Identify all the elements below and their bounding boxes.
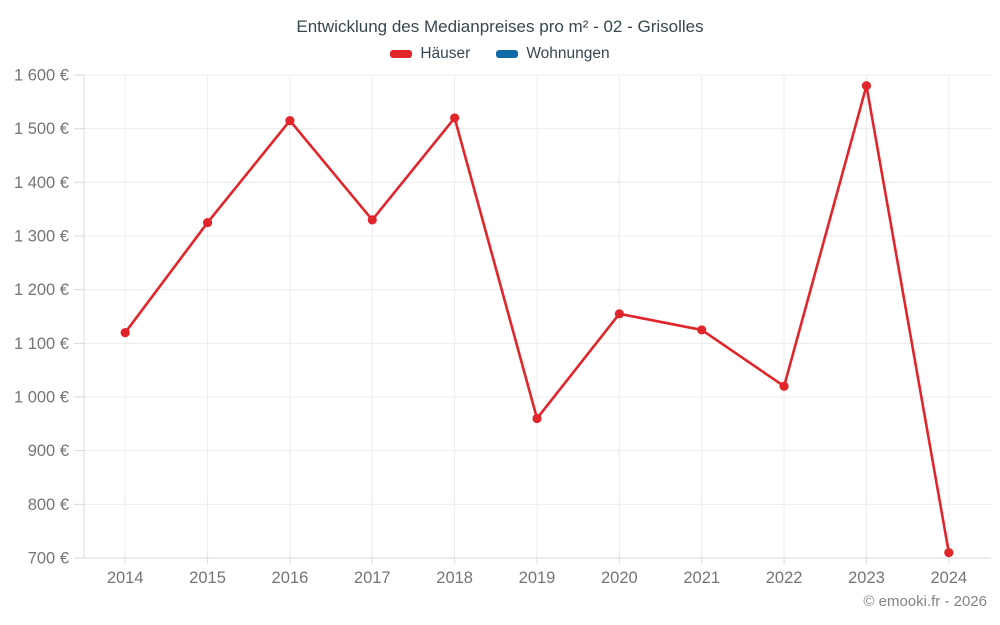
data-point-haeuser-2020[interactable] (614, 309, 624, 319)
chart-title: Entwicklung des Medianpreises pro m² - 0… (296, 17, 704, 36)
data-point-haeuser-2024[interactable] (944, 548, 954, 558)
y-axis-label-1600: 1 600 € (14, 67, 69, 85)
y-axis-label-1300: 1 300 € (14, 228, 69, 246)
x-axis-label-2021: 2021 (683, 569, 720, 587)
data-point-haeuser-2017[interactable] (367, 215, 377, 225)
legend-marker-haeuser-icon (390, 50, 413, 58)
y-axis-label-1400: 1 400 € (14, 174, 69, 192)
x-axis-label-2019: 2019 (519, 569, 556, 587)
data-point-haeuser-2023[interactable] (861, 81, 872, 91)
x-axis-label-2023: 2023 (848, 569, 885, 587)
x-axis-label-2014: 2014 (107, 569, 144, 587)
chart-legend: Häuser Wohnungen (0, 45, 1000, 63)
x-axis-label-2015: 2015 (189, 569, 226, 587)
y-axis-label-1000: 1 000 € (14, 389, 69, 407)
series-haeuser (120, 81, 954, 558)
data-point-haeuser-2022[interactable] (779, 381, 789, 391)
data-point-haeuser-2019[interactable] (532, 413, 542, 424)
legend-label-wohnungen: Wohnungen (526, 45, 610, 62)
y-axis-label-1500: 1 500 € (14, 120, 69, 138)
data-point-haeuser-2018[interactable] (450, 113, 460, 123)
legend-marker-wohnungen-icon (496, 50, 519, 58)
data-point-haeuser-2021[interactable] (697, 325, 707, 335)
x-axis-label-2020: 2020 (601, 569, 638, 587)
data-point-haeuser-2016[interactable] (285, 116, 295, 126)
data-point-haeuser-2015[interactable] (202, 217, 213, 228)
y-axis-label-700: 700 € (28, 550, 69, 568)
y-axis-label-800: 800 € (28, 496, 69, 514)
x-axis-label-2024: 2024 (930, 569, 967, 587)
y-axis-label-900: 900 € (28, 442, 69, 460)
y-axis-label-1100: 1 100 € (14, 335, 69, 353)
grid-horizontal (84, 74, 992, 559)
grid-vertical (124, 75, 950, 558)
x-axis-label-2022: 2022 (766, 569, 803, 587)
x-axis-label-2017: 2017 (354, 569, 391, 587)
data-point-haeuser-2014[interactable] (120, 328, 130, 338)
legend-item-wohnungen[interactable]: Wohnungen (496, 45, 610, 63)
x-axis-label-2018: 2018 (436, 569, 473, 587)
y-axis-label-1200: 1 200 € (14, 281, 69, 299)
x-axis-labels: 2014 2015 2016 2017 2018 2019 2020 2021 2022 2023… (107, 569, 967, 587)
axes (74, 74, 990, 564)
legend-item-haeuser[interactable]: Häuser (390, 45, 470, 63)
y-axis-labels: 700 € 800 € 900 € 1 000 € 1 100 € 1 200 € 1 30… (14, 67, 69, 568)
x-axis-label-2016: 2016 (272, 569, 309, 587)
legend-label-haeuser: Häuser (420, 45, 471, 62)
copyright-credit: © emooki.fr - 2026 (863, 593, 987, 610)
